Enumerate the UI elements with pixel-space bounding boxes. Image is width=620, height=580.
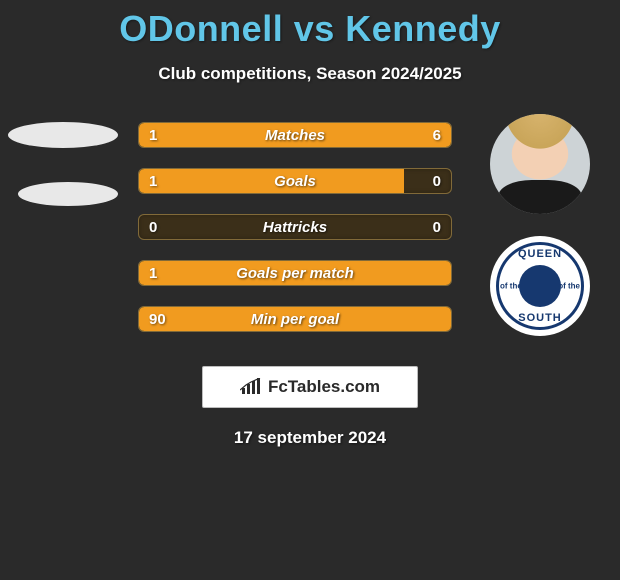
left-player-photo — [8, 122, 118, 148]
player-hair-shape — [504, 114, 576, 158]
right-player-column: QUEEN of the of the SOUTH — [490, 114, 600, 336]
badge-text-bottom: SOUTH — [490, 312, 590, 324]
page-title: ODonnell vs Kennedy — [0, 0, 620, 50]
stat-row-hattricks: 0 Hattricks 0 — [138, 214, 452, 240]
subtitle: Club competitions, Season 2024/2025 — [0, 64, 620, 84]
stat-label: Matches — [139, 123, 451, 147]
stat-right-value: 6 — [423, 123, 451, 147]
stat-row-matches: 1 Matches 6 — [138, 122, 452, 148]
fctables-logo: FcTables.com — [202, 366, 418, 408]
badge-text-top: QUEEN — [490, 248, 590, 260]
right-player-photo — [490, 114, 590, 214]
left-player-column — [8, 114, 118, 206]
comparison-block: 1 Matches 6 1 Goals 0 0 Hattricks 0 1 Go… — [0, 114, 620, 354]
stat-label: Goals per match — [139, 261, 451, 285]
stat-right-value: 0 — [423, 169, 451, 193]
stat-label: Min per goal — [139, 307, 451, 331]
stat-label: Goals — [139, 169, 451, 193]
date-line: 17 september 2024 — [0, 428, 620, 448]
stat-right-value — [431, 261, 451, 285]
stat-row-goals: 1 Goals 0 — [138, 168, 452, 194]
badge-center — [519, 265, 561, 307]
stat-bars: 1 Matches 6 1 Goals 0 0 Hattricks 0 1 Go… — [138, 122, 452, 352]
right-club-logo: QUEEN of the of the SOUTH — [490, 236, 590, 336]
stat-row-goals-per-match: 1 Goals per match — [138, 260, 452, 286]
stat-right-value: 0 — [423, 215, 451, 239]
bar-chart-icon — [240, 378, 262, 396]
badge-text-right: of the — [558, 282, 580, 291]
stat-label: Hattricks — [139, 215, 451, 239]
stat-row-min-per-goal: 90 Min per goal — [138, 306, 452, 332]
stat-right-value — [431, 307, 451, 331]
left-club-logo — [18, 182, 118, 206]
fctables-logo-text: FcTables.com — [268, 377, 380, 397]
